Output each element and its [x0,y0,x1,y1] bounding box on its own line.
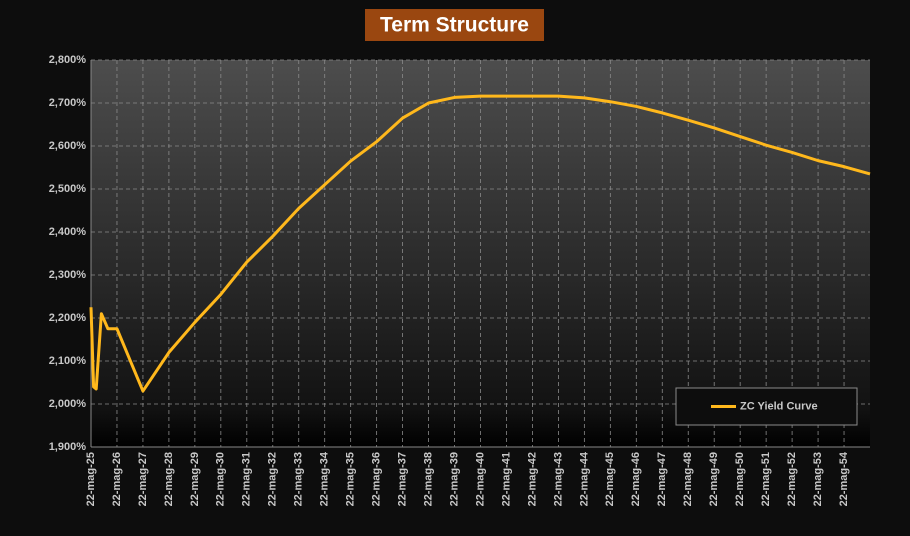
x-tick-label: 22-mag-25 [85,452,97,506]
y-tick-label: 2,400% [49,226,87,238]
x-tick-label: 22-mag-48 [682,452,694,506]
x-tick-label: 22-mag-28 [163,452,175,506]
x-tick-label: 22-mag-36 [371,452,383,506]
x-tick-label: 22-mag-46 [630,452,642,506]
x-tick-label: 22-mag-45 [604,452,616,506]
legend-label: ZC Yield Curve [740,400,818,412]
x-tick-label: 22-mag-27 [137,452,149,506]
x-tick-label: 22-mag-50 [734,452,746,506]
y-tick-label: 2,600% [49,140,87,152]
y-tick-label: 2,500% [49,183,87,195]
x-tick-label: 22-mag-39 [448,452,460,506]
x-tick-label: 22-mag-54 [838,451,850,506]
title-box [365,9,544,41]
x-tick-label: 22-mag-26 [111,452,123,506]
y-tick-label: 2,300% [49,269,87,281]
x-tick-label: 22-mag-53 [812,452,824,506]
y-tick-label: 2,200% [49,312,87,324]
x-tick-label: 22-mag-51 [760,452,772,506]
y-tick-label: 2,700% [49,97,87,109]
x-tick-label: 22-mag-31 [241,452,253,506]
x-tick-label: 22-mag-42 [526,452,538,506]
x-tick-label: 22-mag-29 [189,452,201,506]
x-tick-label: 22-mag-37 [397,452,409,506]
x-tick-label: 22-mag-41 [500,452,512,506]
x-tick-label: 22-mag-49 [708,452,720,506]
x-tick-label: 22-mag-33 [293,452,305,506]
y-tick-label: 2,000% [49,398,87,410]
chart-title: Term Structure [380,14,529,37]
y-tick-label: 2,800% [49,54,87,66]
y-tick-label: 2,100% [49,355,87,367]
x-tick-label: 22-mag-40 [474,452,486,506]
legend-box [675,387,858,426]
y-tick-label: 1,900% [49,441,87,453]
x-tick-label: 22-mag-30 [215,452,227,506]
x-tick-label: 22-mag-43 [552,452,564,506]
x-tick-label: 22-mag-38 [422,452,434,506]
x-tick-label: 22-mag-44 [578,451,590,506]
x-tick-label: 22-mag-35 [345,452,357,506]
x-tick-label: 22-mag-34 [319,451,331,506]
x-tick-label: 22-mag-47 [656,452,668,506]
data-line [89,94,871,393]
x-tick-label: 22-mag-32 [267,452,279,506]
x-tick-label: 22-mag-52 [786,452,798,506]
